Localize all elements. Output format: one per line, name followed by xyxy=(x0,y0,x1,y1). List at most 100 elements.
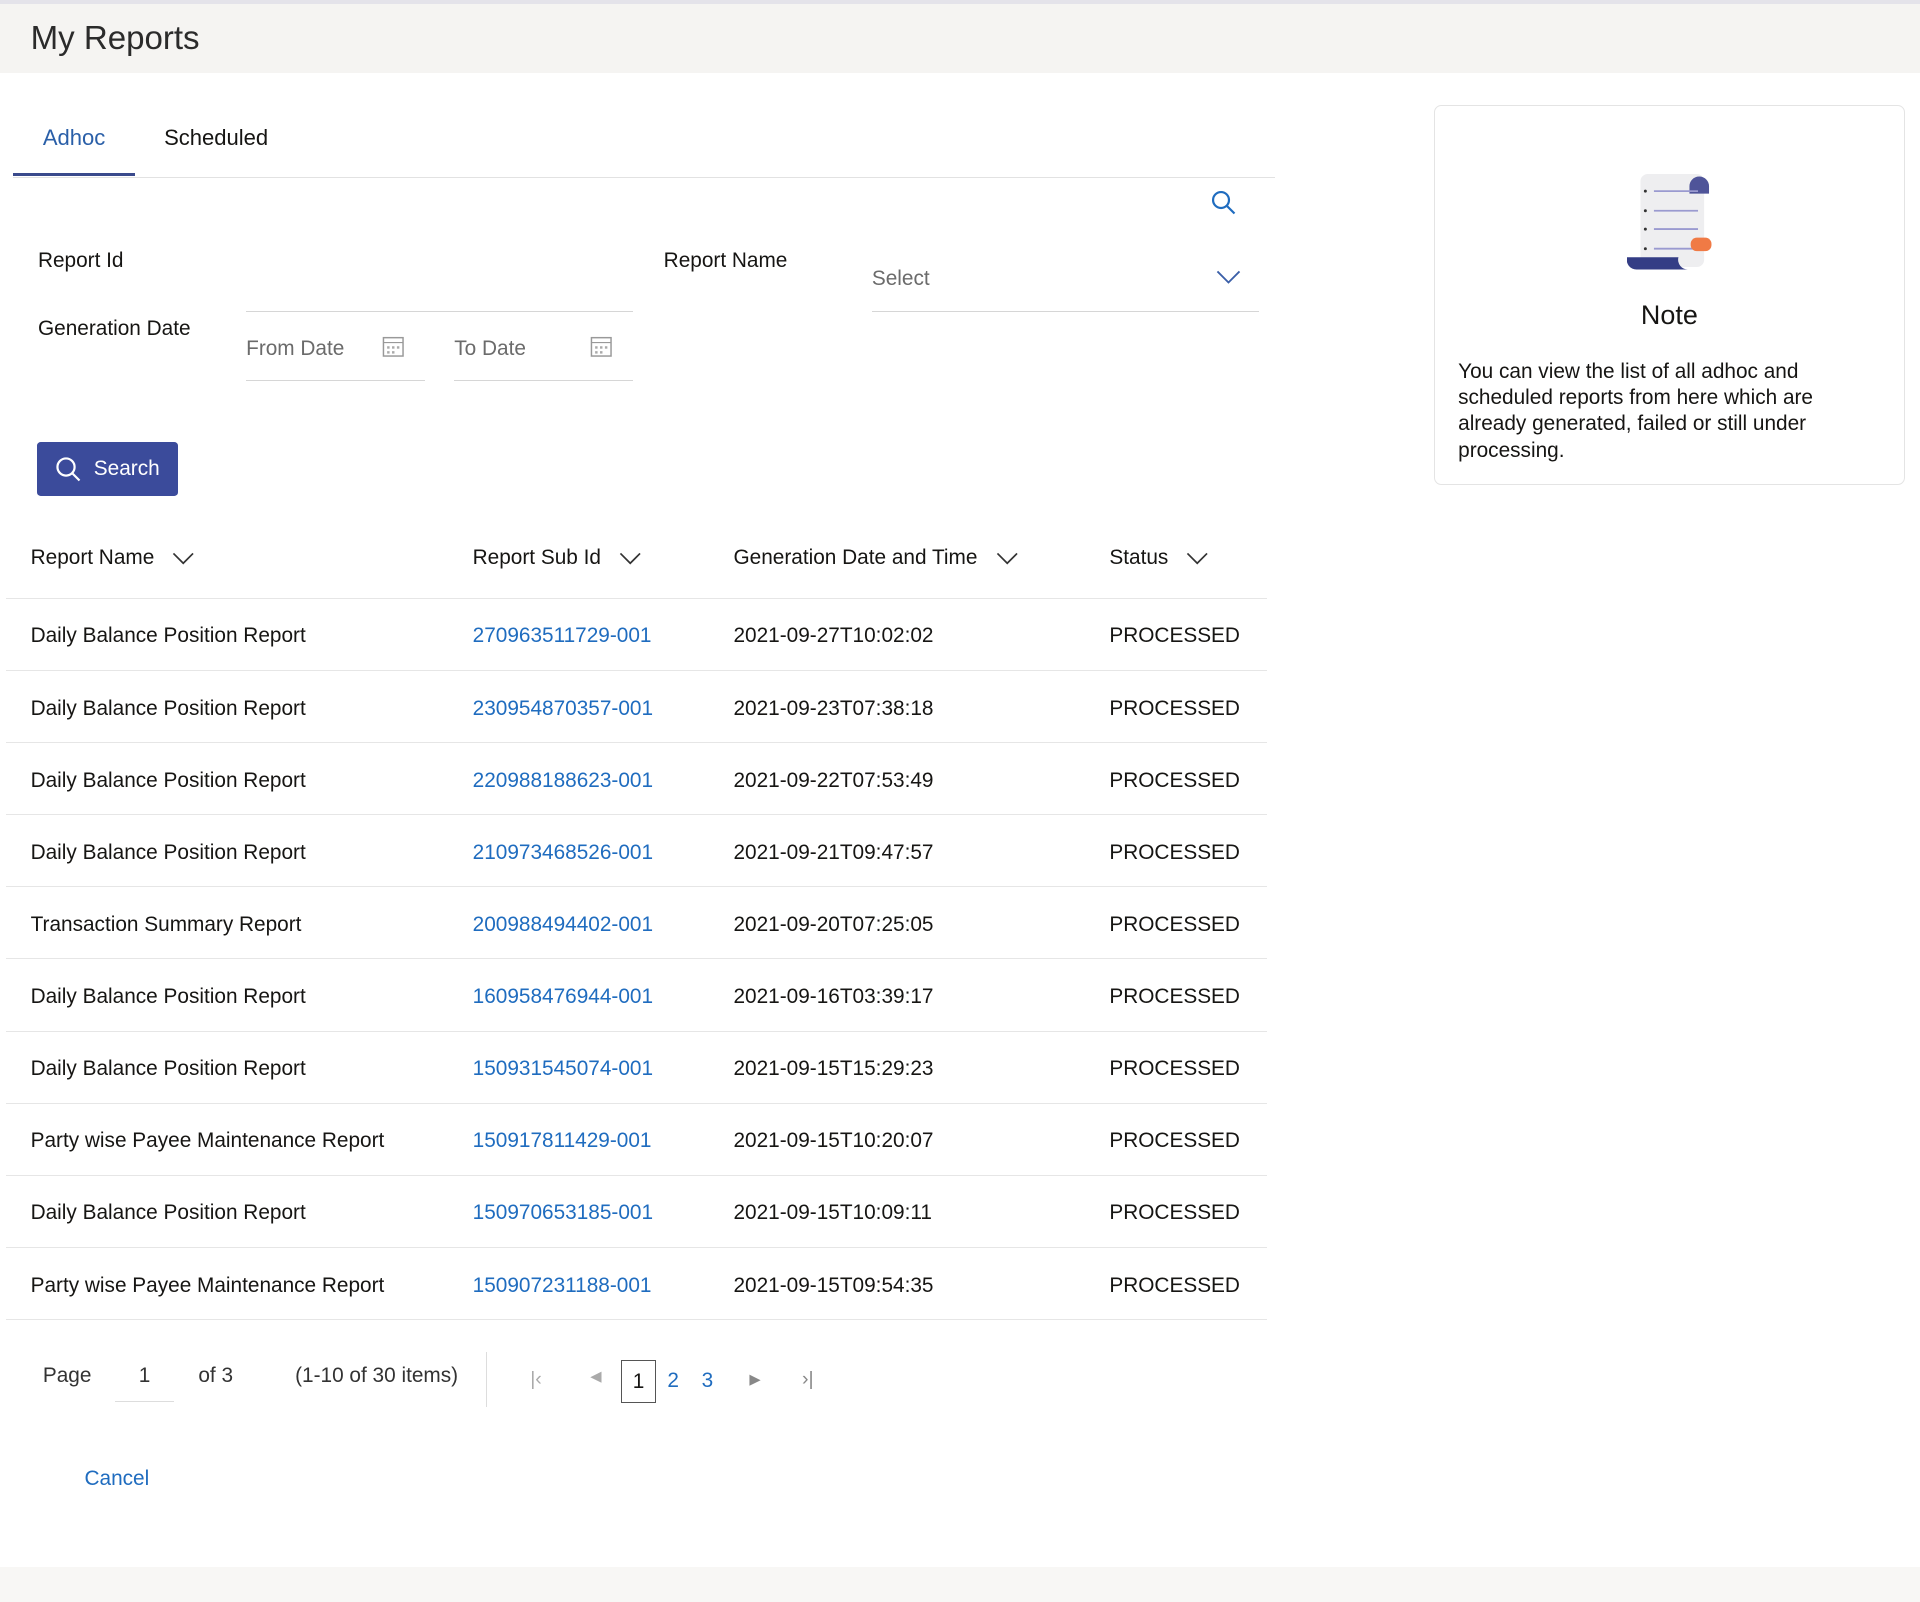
report-name-cell: Daily Balance Position Report xyxy=(30,985,306,1009)
next-page-icon[interactable]: ▶ xyxy=(749,1372,761,1389)
table-row: Daily Balance Position Report 15097065318… xyxy=(6,1176,1268,1248)
sort-chevron-icon[interactable] xyxy=(618,551,642,566)
table-row: Daily Balance Position Report 23095487035… xyxy=(6,671,1268,744)
page-header xyxy=(0,0,1920,74)
column-header-label: Status xyxy=(1109,546,1169,570)
page-label: Page xyxy=(42,1364,92,1388)
to-date-input[interactable]: To Date xyxy=(454,328,634,381)
sort-chevron-icon[interactable] xyxy=(1185,551,1209,566)
report-sub-id-link[interactable]: 200988494402-001 xyxy=(472,912,654,936)
page-button-1[interactable]: 1 xyxy=(620,1360,657,1404)
report-scroll-icon xyxy=(1627,173,1712,270)
generation-date-cell: 2021-09-20T07:25:05 xyxy=(733,912,934,936)
generation-date-cell: 2021-09-16T03:39:17 xyxy=(733,985,934,1009)
tab-adhoc[interactable]: Adhoc xyxy=(13,125,135,177)
calendar-icon[interactable] xyxy=(381,334,405,358)
status-cell: PROCESSED xyxy=(1109,624,1240,648)
report-sub-id-link[interactable]: 160958476944-001 xyxy=(472,985,654,1009)
report-name-cell: Daily Balance Position Report xyxy=(30,768,306,792)
report-name-cell: Daily Balance Position Report xyxy=(30,624,306,648)
from-date-placeholder: From Date xyxy=(246,336,345,360)
generation-date-cell: 2021-09-15T10:20:07 xyxy=(733,1129,934,1153)
last-page-icon[interactable]: ›| xyxy=(802,1367,814,1390)
from-date-input[interactable]: From Date xyxy=(246,328,425,381)
column-header-label: Report Sub Id xyxy=(472,546,601,570)
generation-date-label: Generation Date xyxy=(37,317,191,341)
report-sub-id-link[interactable]: 150907231188-001 xyxy=(472,1273,652,1297)
generation-date-cell: 2021-09-15T15:29:23 xyxy=(733,1057,934,1081)
note-panel: Note You can view the list of all adhoc … xyxy=(1433,105,1906,485)
report-name-placeholder: Select xyxy=(871,266,930,290)
report-sub-id-link[interactable]: 150970653185-001 xyxy=(472,1201,654,1225)
column-header[interactable]: Report Name xyxy=(31,546,196,570)
report-name-cell: Daily Balance Position Report xyxy=(30,1201,306,1225)
footer xyxy=(0,1567,1920,1602)
status-cell: PROCESSED xyxy=(1109,768,1240,792)
previous-page-icon[interactable]: ◀ xyxy=(590,1368,602,1385)
column-header-label: Generation Date and Time xyxy=(733,546,978,570)
status-cell: PROCESSED xyxy=(1109,1129,1240,1153)
report-sub-id-link[interactable]: 220988188623-001 xyxy=(472,768,654,792)
sort-chevron-icon[interactable] xyxy=(995,551,1019,566)
page-button-3[interactable]: 3 xyxy=(701,1368,714,1392)
divider xyxy=(486,1351,488,1407)
tab-bar: Adhoc Scheduled xyxy=(13,110,1275,178)
status-cell: PROCESSED xyxy=(1109,1057,1240,1081)
table-row: Party wise Payee Maintenance Report 15091… xyxy=(6,1104,1268,1176)
divider xyxy=(6,597,1268,599)
generation-date-cell: 2021-09-27T10:02:02 xyxy=(733,624,934,648)
page-count: of 3 xyxy=(198,1364,234,1388)
report-sub-id-link[interactable]: 230954870357-001 xyxy=(472,696,654,720)
status-cell: PROCESSED xyxy=(1109,985,1240,1009)
search-button[interactable]: Search xyxy=(36,442,178,496)
column-header[interactable]: Generation Date and Time xyxy=(733,546,1019,570)
report-name-cell: Daily Balance Position Report xyxy=(30,696,306,720)
generation-date-cell: 2021-09-15T09:54:35 xyxy=(733,1273,934,1297)
tab-scheduled[interactable]: Scheduled xyxy=(164,124,269,150)
to-date-placeholder: To Date xyxy=(454,336,526,360)
sort-chevron-icon[interactable] xyxy=(171,551,195,566)
report-name-cell: Daily Balance Position Report xyxy=(30,840,306,864)
table-row: Daily Balance Position Report 15093154507… xyxy=(6,1032,1268,1104)
report-name-label: Report Name xyxy=(663,248,788,272)
page-number-input[interactable]: 1 xyxy=(115,1357,174,1403)
generation-date-cell: 2021-09-21T09:47:57 xyxy=(733,840,934,864)
note-text: You can view the list of all adhoc and s… xyxy=(1458,359,1814,462)
report-sub-id-link[interactable]: 270963511729-001 xyxy=(472,624,652,648)
cancel-link[interactable]: Cancel xyxy=(84,1466,150,1490)
report-name-cell: Party wise Payee Maintenance Report xyxy=(30,1129,385,1153)
column-header[interactable]: Status xyxy=(1109,546,1210,570)
table-row: Daily Balance Position Report 21097346852… xyxy=(6,815,1268,888)
report-id-label: Report Id xyxy=(37,248,124,272)
column-header[interactable]: Report Sub Id xyxy=(473,546,643,570)
report-name-cell: Transaction Summary Report xyxy=(30,912,302,936)
status-cell: PROCESSED xyxy=(1109,1273,1240,1297)
report-sub-id-link[interactable]: 150917811429-001 xyxy=(472,1129,652,1153)
status-cell: PROCESSED xyxy=(1109,912,1240,936)
chevron-down-icon xyxy=(1216,271,1240,285)
note-title: Note xyxy=(1640,299,1698,330)
column-header-label: Report Name xyxy=(30,546,155,570)
search-icon xyxy=(55,456,80,481)
report-sub-id-link[interactable]: 150931545074-001 xyxy=(472,1057,654,1081)
table-row: Transaction Summary Report 200988494402-0… xyxy=(6,887,1268,960)
table-row: Party wise Payee Maintenance Report 15090… xyxy=(6,1248,1268,1321)
report-name-select[interactable]: Select xyxy=(871,255,1259,313)
report-name-cell: Party wise Payee Maintenance Report xyxy=(30,1273,385,1297)
search-icon[interactable] xyxy=(1210,189,1237,216)
table-row: Daily Balance Position Report 16095847694… xyxy=(6,959,1268,1032)
generation-date-cell: 2021-09-15T10:09:11 xyxy=(733,1201,932,1225)
page-title: My Reports xyxy=(30,19,200,57)
first-page-icon[interactable]: |‹ xyxy=(530,1367,542,1390)
page-button-2[interactable]: 2 xyxy=(667,1368,679,1392)
status-cell: PROCESSED xyxy=(1109,1201,1240,1225)
report-name-cell: Daily Balance Position Report xyxy=(30,1057,306,1081)
report-sub-id-link[interactable]: 210973468526-001 xyxy=(472,840,654,864)
status-cell: PROCESSED xyxy=(1109,696,1240,720)
calendar-icon[interactable] xyxy=(589,334,613,358)
items-count: (1-10 of 30 items) xyxy=(295,1364,459,1388)
report-id-input[interactable] xyxy=(246,257,634,313)
table-row: Daily Balance Position Report 27096351172… xyxy=(6,599,1268,671)
table-row: Daily Balance Position Report 22098818862… xyxy=(6,743,1268,816)
status-cell: PROCESSED xyxy=(1109,840,1240,864)
